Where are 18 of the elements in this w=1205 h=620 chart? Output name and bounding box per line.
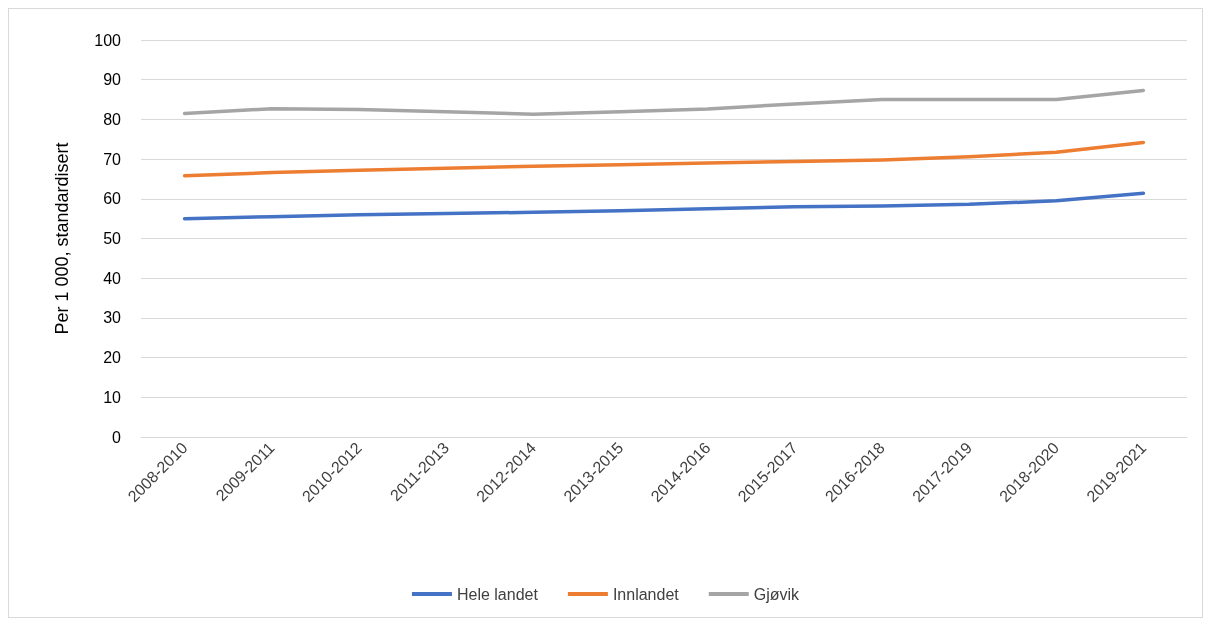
y-tick-label: 80 [103, 110, 122, 128]
y-tick-label: 40 [103, 269, 122, 287]
y-tick-label: 30 [103, 309, 122, 327]
y-tick-label: 90 [103, 71, 122, 89]
y-tick-label: 60 [103, 190, 122, 208]
y-tick-label: 20 [103, 349, 122, 367]
legend-label: Innlandet [612, 585, 680, 603]
line-series [182, 191, 1146, 221]
y-tick-label: 70 [103, 150, 122, 168]
legend-label: Hele landet [456, 585, 539, 603]
line-series [182, 140, 1146, 178]
legend-label: Gjøvik [753, 585, 801, 603]
y-tick-label: 0 [112, 428, 122, 446]
y-tick-label: 100 [94, 31, 122, 49]
y-axis-title: Per 1 000, standardisert [52, 142, 72, 335]
line-series [182, 88, 1146, 116]
y-tick-label: 10 [103, 388, 122, 406]
y-tick-label: 50 [103, 230, 122, 247]
